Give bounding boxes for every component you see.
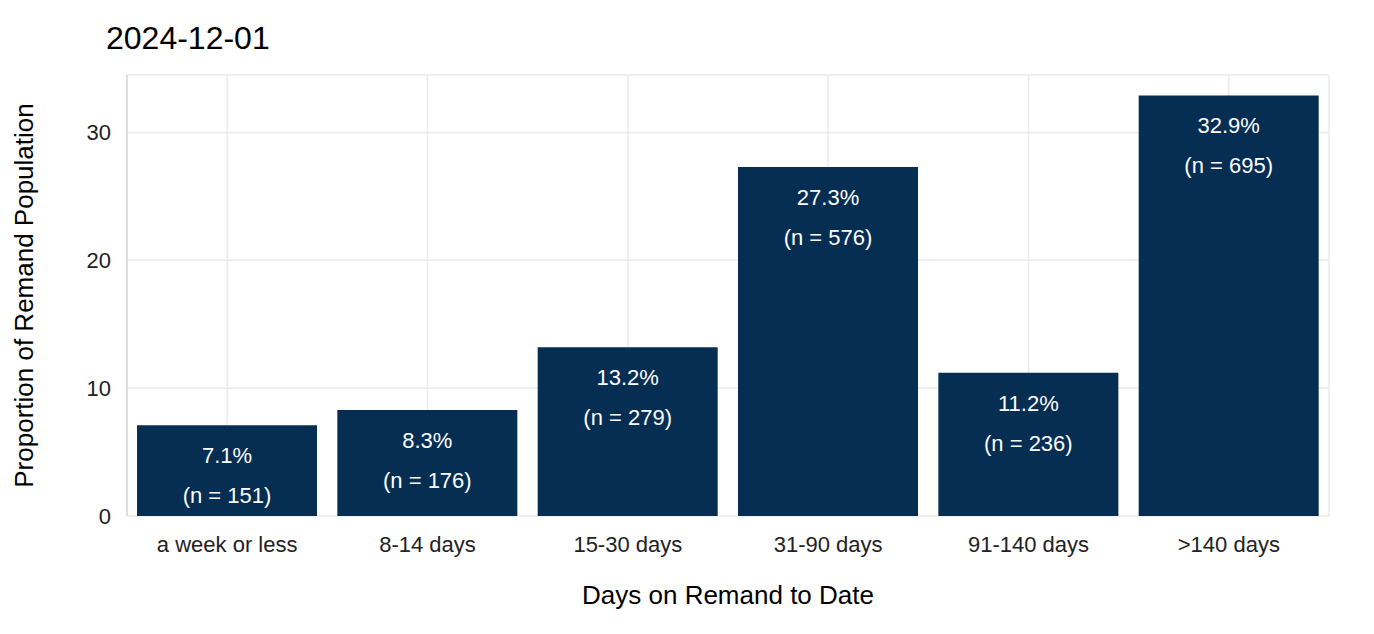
- svg-text:30: 30: [87, 120, 111, 145]
- svg-text:(n = 576): (n = 576): [784, 225, 873, 250]
- svg-text:32.9%: 32.9%: [1197, 113, 1259, 138]
- svg-text:a week or less: a week or less: [157, 532, 298, 557]
- svg-text:(n = 695): (n = 695): [1184, 153, 1273, 178]
- html-text:2024-12-01: 2024-12-01: [106, 20, 270, 56]
- svg-text:8-14 days: 8-14 days: [379, 532, 476, 557]
- svg-text:31-90 days: 31-90 days: [774, 532, 883, 557]
- svg-text:91-140 days: 91-140 days: [968, 532, 1089, 557]
- svg-text:13.2%: 13.2%: [596, 365, 658, 390]
- svg-text:10: 10: [87, 376, 111, 401]
- svg-text:0: 0: [99, 504, 111, 529]
- svg-text:(n = 236): (n = 236): [984, 431, 1073, 456]
- svg-text:15-30 days: 15-30 days: [573, 532, 682, 557]
- svg-text:27.3%: 27.3%: [797, 185, 859, 210]
- svg-text:(n = 279): (n = 279): [583, 405, 672, 430]
- svg-text:Days on Remand to Date: Days on Remand to Date: [582, 580, 874, 610]
- svg-text:(n = 151): (n = 151): [183, 483, 272, 508]
- svg-text:>140 days: >140 days: [1178, 532, 1280, 557]
- svg-text:7.1%: 7.1%: [202, 443, 252, 468]
- svg-text:(n = 176): (n = 176): [383, 468, 472, 493]
- svg-text:11.2%: 11.2%: [998, 391, 1059, 416]
- svg-text:8.3%: 8.3%: [402, 428, 452, 453]
- svg-text:20: 20: [87, 248, 111, 273]
- svg-text:Proportion of Remand Populatio: Proportion of Remand Population: [9, 103, 39, 487]
